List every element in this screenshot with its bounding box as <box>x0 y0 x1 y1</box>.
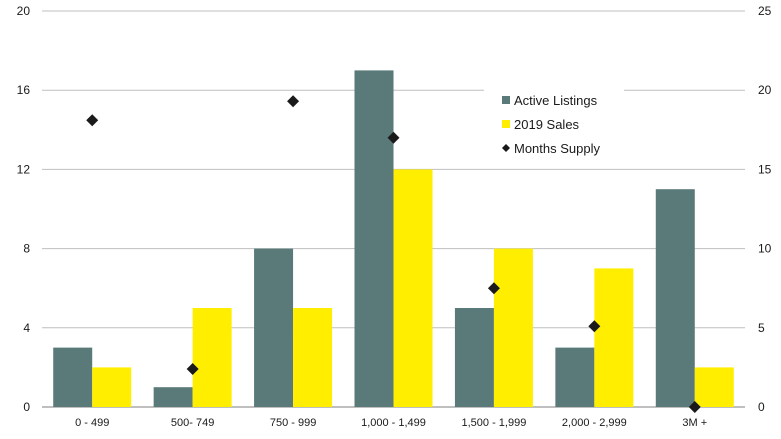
months-supply-marker <box>487 282 500 295</box>
months-supply-marker <box>287 95 300 108</box>
right-tick-label: 5 <box>758 321 765 335</box>
legend-swatch <box>502 96 510 104</box>
category-label: 1,500 - 1,999 <box>462 417 527 429</box>
left-tick-label: 16 <box>17 83 31 97</box>
active-listings-bar <box>153 387 193 407</box>
left-tick-label: 0 <box>23 400 30 414</box>
right-tick-label: 25 <box>758 4 772 18</box>
months-supply-marker <box>186 362 199 375</box>
category-label: 2,000 - 2,999 <box>562 417 627 429</box>
2019-sales-bar <box>192 308 232 407</box>
legend-label: Months Supply <box>514 141 600 156</box>
left-axis: 0 4 8 12 16 20 <box>17 4 31 414</box>
right-axis: 0 5 10 15 20 25 <box>758 4 772 414</box>
left-tick-label: 12 <box>17 162 31 176</box>
legend: Active Listings 2019 Sales Months Supply <box>484 84 624 159</box>
left-tick-label: 8 <box>23 242 30 256</box>
active-listings-bar <box>53 347 93 407</box>
left-tick-label: 20 <box>17 4 31 18</box>
right-tick-label: 0 <box>758 400 765 414</box>
2019-sales-bar <box>594 268 634 407</box>
category-label: 750 - 999 <box>270 417 316 429</box>
2019-sales-bar <box>293 308 333 407</box>
category-label: 3M + <box>682 417 707 429</box>
bars <box>53 70 734 408</box>
months-supply-marker <box>387 131 400 144</box>
active-listings-bar <box>254 248 294 407</box>
legend-swatch <box>502 144 510 152</box>
right-tick-label: 20 <box>758 83 772 97</box>
category-label: 0 - 499 <box>75 417 109 429</box>
months-supply-marker <box>588 320 601 333</box>
category-label: 1,000 - 1,499 <box>361 417 426 429</box>
active-listings-bar <box>454 308 494 407</box>
active-listings-bar <box>655 189 695 407</box>
active-listings-bar <box>555 347 595 407</box>
2019-sales-bar <box>493 248 533 407</box>
legend-label: Active Listings <box>514 93 598 108</box>
legend-swatch <box>502 120 510 128</box>
months-supply-marker <box>688 401 701 413</box>
active-listings-bar <box>354 70 394 408</box>
legend-label: 2019 Sales <box>514 117 580 132</box>
right-tick-label: 10 <box>758 242 772 256</box>
category-axis: 0 - 499 500- 749 750 - 999 1,000 - 1,499 1,5… <box>75 417 707 429</box>
right-tick-label: 15 <box>758 162 772 176</box>
2019-sales-bar <box>694 367 734 407</box>
2019-sales-bar <box>393 169 433 407</box>
months-supply-markers <box>86 95 701 413</box>
left-tick-label: 4 <box>23 321 30 335</box>
2019-sales-bar <box>92 367 132 407</box>
months-supply-marker <box>86 114 99 127</box>
category-label: 500- 749 <box>171 417 214 429</box>
